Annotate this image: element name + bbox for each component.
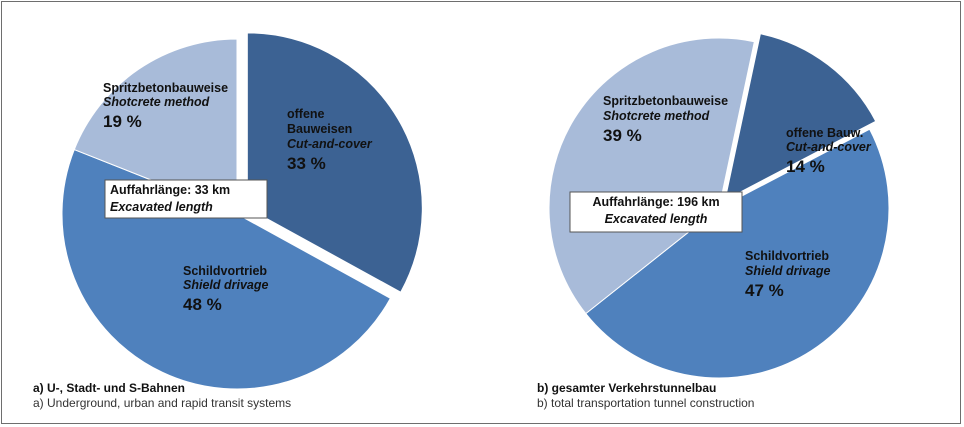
slice-value: 14 % [786, 157, 825, 176]
center-label-box [104, 179, 268, 219]
slice-label-en: Cut-and-cover [287, 137, 373, 151]
pie-slice [585, 128, 890, 379]
slice-label-de: offene Bauw. [786, 126, 863, 140]
caption-b-de: b) gesamter Verkehrstunnelbau [537, 381, 717, 395]
slice-label-en: Shield drivage [745, 264, 830, 278]
slice-label-de: Spritzbetonbauweise [603, 94, 728, 108]
slice-label-de: Schildvortrieb [745, 249, 829, 263]
caption-a-de: a) U-, Stadt- und S-Bahnen [33, 381, 185, 395]
center-label-en: Excavated length [110, 200, 213, 214]
slice-value: 19 % [103, 112, 142, 131]
caption-a-en: a) Underground, urban and rapid transit … [33, 396, 292, 410]
slice-label-en: Cut-and-cover [786, 140, 872, 154]
slice-label-de: offene [287, 107, 325, 121]
slice-label-en: Shotcrete method [603, 109, 710, 123]
pie-slice [548, 37, 755, 315]
slice-value: 33 % [287, 154, 326, 173]
pie-slice [73, 38, 238, 215]
pie-chart-b [548, 33, 890, 379]
slice-label-en: Shotcrete method [103, 95, 210, 109]
caption-a: a) U-, Stadt- und S-Bahnen a) Undergroun… [33, 381, 291, 411]
center-label-en: Excavated length [605, 212, 708, 226]
pie-slice [724, 33, 877, 201]
slice-value: 47 % [745, 281, 784, 300]
slice-label-de: Spritzbetonbauweise [103, 81, 228, 95]
slice-label-de-line2: Bauweisen [287, 122, 352, 136]
slice-value: 39 % [603, 126, 642, 145]
center-label-de: Auffahrlänge: 196 km [592, 195, 719, 209]
center-label-de: Auffahrlänge: 33 km [110, 183, 230, 197]
caption-b: b) gesamter Verkehrstunnelbau b) total t… [537, 381, 754, 411]
slice-label-en: Shield drivage [183, 278, 268, 292]
pie-chart-a [61, 32, 423, 390]
caption-b-en: b) total transportation tunnel construct… [537, 396, 755, 410]
pie-slice [246, 32, 423, 293]
slice-value: 48 % [183, 295, 222, 314]
slice-label-de: Schildvortrieb [183, 264, 267, 278]
center-label-box [569, 191, 743, 233]
